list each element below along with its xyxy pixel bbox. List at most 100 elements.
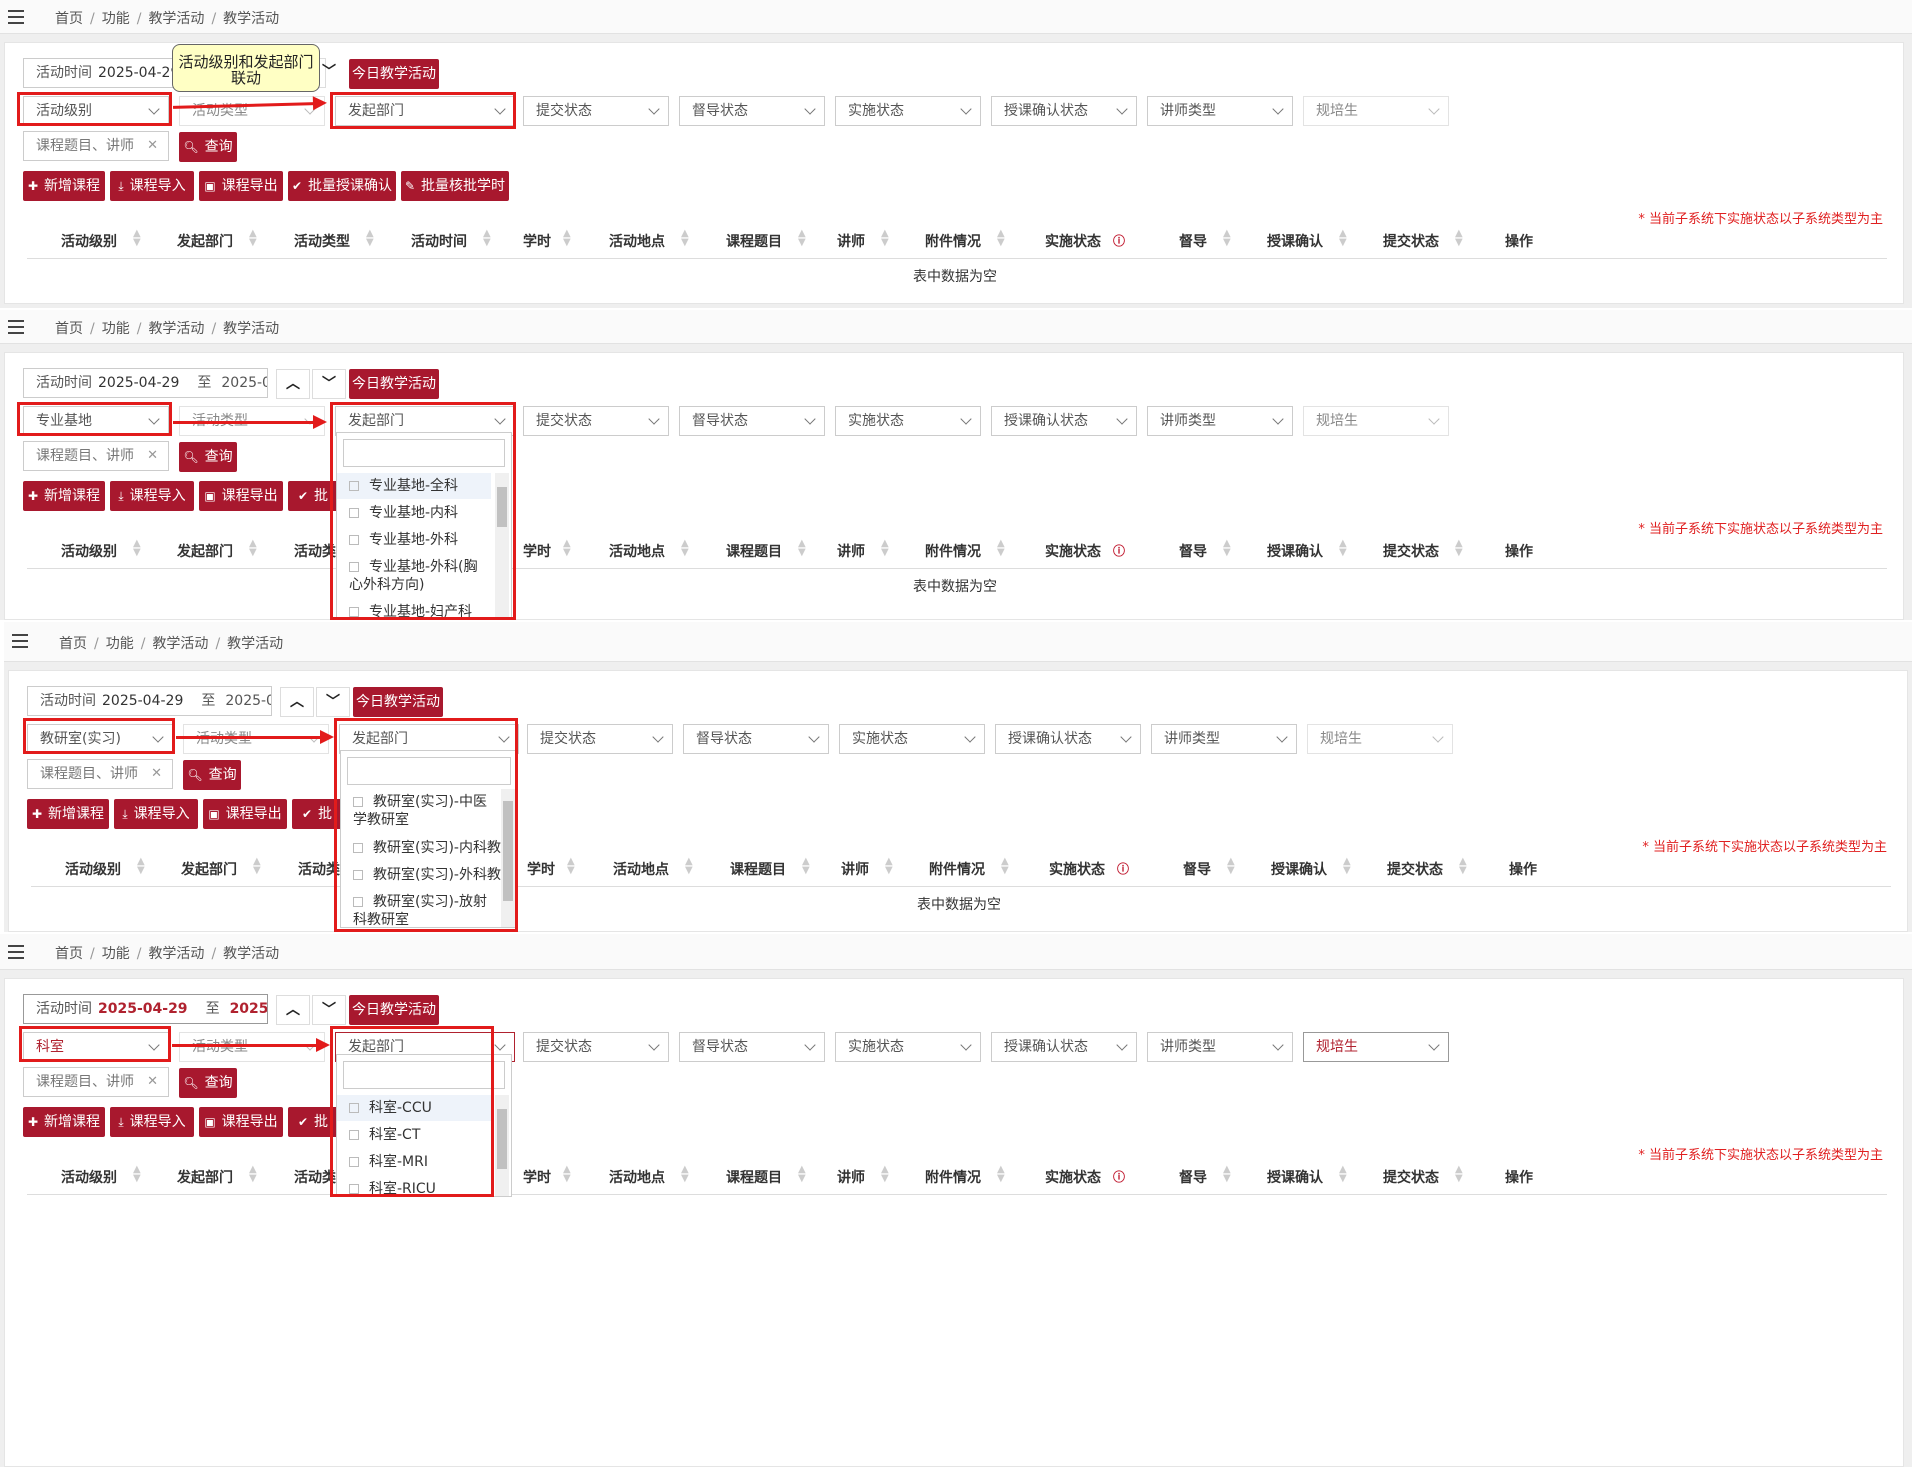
col-supervise[interactable]: 督导 [1179,544,1207,560]
info-icon[interactable]: ⓘ [1113,234,1126,248]
submit-status-select[interactable]: 提交状态 [527,724,673,754]
dropdown-scrollbar[interactable] [501,789,515,927]
dept-option[interactable]: 科室-RICU [337,1176,491,1196]
menu-icon[interactable] [8,10,24,24]
today-activity-button[interactable]: 今日教学活动 [349,369,439,399]
col-submit[interactable]: 提交状态 [1383,234,1439,250]
info-icon[interactable]: ⓘ [1113,1170,1126,1184]
impl-status-select[interactable]: 实施状态 [835,96,981,126]
batch-confirm-button[interactable]: ✔ 批 [292,799,342,829]
keyword-input[interactable]: 课程题目、讲师 ✕ [23,441,169,471]
keyword-input[interactable]: 课程题目、讲师 ✕ [23,131,169,161]
dropdown-scrollbar[interactable] [495,473,509,619]
breadcrumb-func[interactable]: 功能 [101,321,130,337]
clear-icon[interactable]: ✕ [147,1074,158,1089]
col-lecturer[interactable]: 讲师 [837,544,865,560]
col-submit[interactable]: 提交状态 [1383,544,1439,560]
date-range-field[interactable]: 活动时间 2025-04-29 至 2025-04-29 [23,994,268,1024]
col-level[interactable]: 活动级别 [61,544,117,560]
supervise-status-select[interactable]: 督导状态 [679,96,825,126]
date-range-field[interactable]: 活动时间 2025-04-29 至 2025-04-29 [27,686,272,716]
date-from[interactable]: 2025-04-29 [98,1001,188,1017]
breadcrumb-section[interactable]: 教学活动 [148,946,205,962]
checkbox-icon[interactable] [349,1130,359,1140]
dept-option[interactable]: 科室-CT [337,1122,491,1148]
expand-down-button[interactable]: ﹀ [322,64,336,80]
col-attach[interactable]: 附件情况 [929,862,985,878]
col-type[interactable]: 活动类型 [294,234,350,250]
info-icon[interactable]: ⓘ [1117,862,1130,876]
batch-confirm-button[interactable]: ✔ 批 [288,481,338,511]
impl-status-select[interactable]: 实施状态 [835,1032,981,1062]
checkbox-icon[interactable] [349,607,359,617]
activity-type-select[interactable]: 活动类型 [179,1032,325,1062]
expand-down-button[interactable]: ﹀ [312,369,346,399]
confirm-status-select[interactable]: 授课确认状态 [991,1032,1137,1062]
import-course-button[interactable]: ⤓ 课程导入 [114,799,198,829]
menu-icon[interactable] [8,320,24,334]
breadcrumb-func[interactable]: 功能 [101,11,130,27]
query-button[interactable]: 🔍︎ 查询 [179,1068,237,1098]
col-confirm[interactable]: 授课确认 [1271,862,1327,878]
activity-level-select[interactable]: 活动级别 [23,96,169,126]
breadcrumb-section[interactable]: 教学活动 [148,11,205,27]
col-lecturer[interactable]: 讲师 [837,234,865,250]
col-submit[interactable]: 提交状态 [1387,862,1443,878]
col-level[interactable]: 活动级别 [61,234,117,250]
lecturer-type-select[interactable]: 讲师类型 [1147,1032,1293,1062]
col-attach[interactable]: 附件情况 [925,544,981,560]
dept-option[interactable]: 专业基地-内科 [337,500,491,526]
dept-option[interactable]: 专业基地-外科 [337,527,491,553]
col-hours[interactable]: 学时 [523,1170,551,1186]
trainee-select[interactable]: 规培生 [1303,96,1449,126]
checkbox-icon[interactable] [353,797,363,807]
checkbox-icon[interactable] [349,535,359,545]
col-dept[interactable]: 发起部门 [177,1170,233,1186]
col-course[interactable]: 课程题目 [726,234,782,250]
col-lecturer[interactable]: 讲师 [837,1170,865,1186]
dept-option[interactable]: 教研室(实习)-放射科教研室 [341,889,497,927]
breadcrumb-func[interactable]: 功能 [101,946,130,962]
batch-hours-button[interactable]: ✎ 批量核批学时 [401,171,509,201]
col-dept[interactable]: 发起部门 [177,544,233,560]
supervise-status-select[interactable]: 督导状态 [683,724,829,754]
col-confirm[interactable]: 授课确认 [1267,1170,1323,1186]
checkbox-icon[interactable] [349,1157,359,1167]
col-hours[interactable]: 学时 [523,544,551,560]
col-attach[interactable]: 附件情况 [925,1170,981,1186]
col-hours[interactable]: 学时 [527,862,555,878]
col-submit[interactable]: 提交状态 [1383,1170,1439,1186]
dept-option[interactable]: 科室-MRI [337,1149,491,1175]
col-hours[interactable]: 学时 [523,234,551,250]
add-course-button[interactable]: ✚ 新增课程 [23,1107,105,1137]
col-dept[interactable]: 发起部门 [181,862,237,878]
menu-icon[interactable] [8,945,24,959]
activity-level-select[interactable]: 专业基地 [23,406,169,436]
date-range-field[interactable]: 活动时间 2025-04-29 至 2025-04-29 [23,368,268,398]
export-course-button[interactable]: ▣ 课程导出 [199,1107,283,1137]
date-to[interactable]: 2025-04-29 [225,693,271,709]
expand-down-button[interactable]: ﹀ [316,687,350,717]
keyword-input[interactable]: 课程题目、讲师 ✕ [23,1067,169,1097]
date-to[interactable]: 2025-04-29 [229,1001,268,1017]
col-impl[interactable]: 实施状态 [1049,862,1105,878]
activity-level-select[interactable]: 教研室(实习) [27,724,173,754]
breadcrumb-home[interactable]: 首页 [55,11,83,27]
col-lecturer[interactable]: 讲师 [841,862,869,878]
dept-option[interactable]: 专业基地-全科 [337,473,491,499]
collapse-up-button[interactable]: ︿ [276,369,310,399]
dept-option[interactable]: 教研室(实习)-外科教研室 [341,862,517,888]
collapse-up-button[interactable]: ︿ [280,687,314,717]
collapse-up-button[interactable]: ︿ [276,995,310,1025]
lecturer-type-select[interactable]: 讲师类型 [1151,724,1297,754]
add-course-button[interactable]: ✚ 新增课程 [27,799,109,829]
dropdown-scrollbar[interactable] [495,1095,509,1196]
col-time[interactable]: 活动时间 [411,234,467,250]
breadcrumb-home[interactable]: 首页 [55,946,83,962]
supervise-status-select[interactable]: 督导状态 [679,406,825,436]
supervise-status-select[interactable]: 督导状态 [679,1032,825,1062]
checkbox-icon[interactable] [349,1184,359,1194]
breadcrumb-home[interactable]: 首页 [59,636,87,652]
dept-search-input[interactable] [343,439,505,467]
today-activity-button[interactable]: 今日教学活动 [349,59,439,89]
